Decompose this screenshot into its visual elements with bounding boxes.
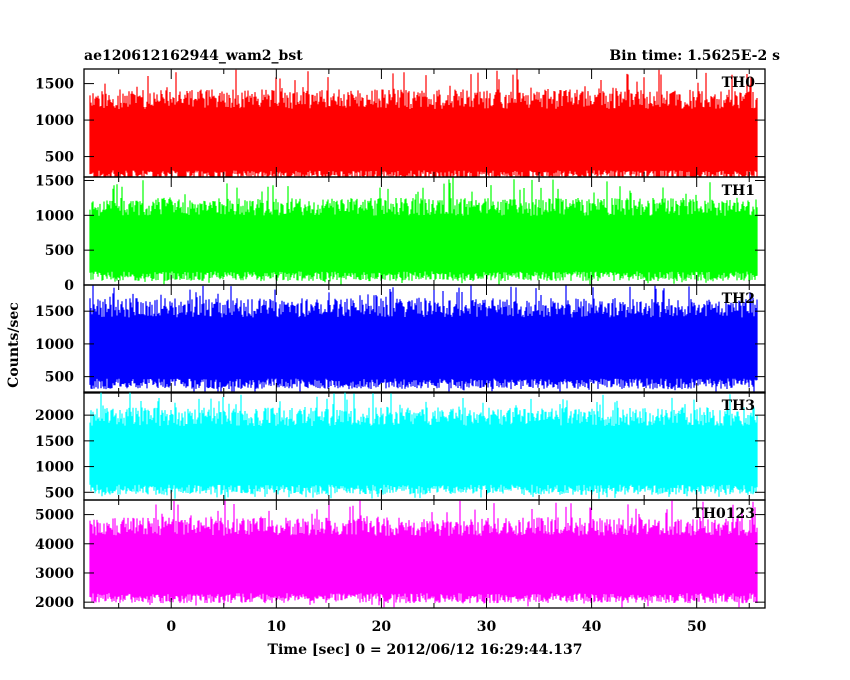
panel-frame-th2 [83, 284, 766, 394]
y-axis-label: Counts/sec [6, 302, 22, 388]
x-axis-label: Time [sec] 0 = 2012/06/12 16:29:44.137 [268, 642, 583, 658]
y-tick-label: 3000 [35, 566, 74, 582]
y-tick-label: 4000 [35, 537, 74, 553]
y-tick-label: 1500 [35, 434, 74, 450]
series-label-th0: TH0 [722, 75, 756, 91]
y-tick-label: 500 [45, 150, 74, 166]
x-tick-label: 10 [267, 619, 287, 635]
series-label-th2: TH2 [722, 291, 755, 307]
y-tick-label: 2000 [35, 408, 74, 424]
y-tick-label: 500 [45, 243, 74, 259]
y-tick-label: 1000 [35, 337, 74, 353]
panel-frame-th0123 [83, 499, 766, 609]
title-right: Bin time: 1.5625E-2 s [609, 48, 780, 64]
y-tick-label: 1500 [35, 173, 74, 189]
y-tick-label: 500 [45, 370, 74, 386]
y-tick-label: 500 [45, 485, 74, 501]
y-tick-label: 1000 [35, 208, 74, 224]
y-tick-label: 0 [64, 278, 74, 294]
series-th3 [89, 392, 758, 499]
series-th0 [89, 69, 758, 177]
series-label-th1: TH1 [722, 183, 755, 199]
x-tick-label: 30 [477, 619, 497, 635]
x-tick-label: 50 [687, 619, 707, 635]
title-left: ae120612162944_wam2_bst [84, 48, 303, 64]
y-tick-label: 1500 [35, 304, 74, 320]
series-th2 [89, 285, 758, 393]
y-tick-label: 1000 [35, 113, 74, 129]
series-th1 [89, 177, 758, 285]
series-label-th3: TH3 [722, 398, 755, 414]
y-tick-label: 2000 [35, 595, 74, 611]
series-th0123 [89, 500, 758, 608]
y-tick-label: 1000 [35, 460, 74, 476]
series-label-th0123: TH0123 [692, 506, 755, 522]
x-tick-label: 20 [372, 619, 392, 635]
y-tick-label: 5000 [35, 508, 74, 524]
x-tick-label: 0 [166, 619, 176, 635]
y-tick-label: 1500 [35, 77, 74, 93]
x-tick-label: 40 [582, 619, 602, 635]
